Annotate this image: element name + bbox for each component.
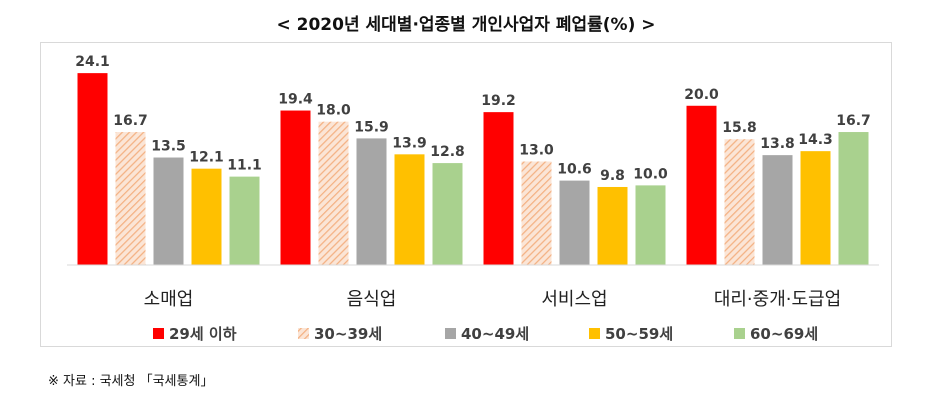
bar — [229, 176, 260, 265]
legend: 29세 이하 30~39세 40~49세 50~59세 60~69세 — [153, 325, 818, 343]
bar-value-label: 15.8 — [722, 120, 757, 136]
legend-swatch — [589, 328, 600, 339]
category-label: 음식업 — [347, 289, 397, 310]
bar — [318, 121, 349, 265]
bar-value-label: 14.3 — [798, 132, 833, 148]
bar-value-label: 24.1 — [75, 54, 110, 70]
bar-value-label: 19.2 — [481, 93, 516, 109]
bar — [280, 110, 311, 266]
bar — [521, 161, 552, 265]
bar — [686, 105, 717, 265]
bar-chart: 24.116.713.512.1 11.119.418.015.913.912.8… — [67, 54, 879, 343]
category-labels-group: 소매업 음식업 서비스업 대리·중개·도급업 — [144, 289, 842, 310]
bar — [597, 186, 628, 265]
bar — [356, 138, 387, 265]
bar — [191, 168, 222, 265]
legend-label: 40~49세 — [461, 325, 529, 343]
bar — [115, 132, 146, 265]
bar-value-label: 9.8 — [600, 168, 625, 184]
bar — [838, 132, 869, 265]
chart-area: 24.1 16.7 13.5 12.1 11.1 19.4 18.0 15.9 13.9 12.8… — [40, 42, 892, 347]
bar-value-label: 11.1 — [227, 158, 262, 174]
category-label: 대리·중개·도급업 — [714, 289, 841, 310]
value-labels-group: 24.116.713.512.1 11.119.418.015.913.912.8… — [75, 54, 871, 184]
bar-value-label: 13.8 — [760, 136, 795, 152]
bar — [394, 154, 425, 265]
chart-title: < 2020년 세대별·업종별 개인사업자 폐업률(%) > — [276, 15, 656, 35]
bar-value-label: 13.5 — [151, 139, 186, 155]
bar-value-label: 19.4 — [278, 92, 313, 108]
bar — [153, 157, 184, 265]
legend-swatch — [734, 328, 745, 339]
bar — [77, 73, 108, 265]
bar — [559, 180, 590, 265]
bar-value-label: 12.1 — [189, 150, 224, 166]
bar-value-label: 20.0 — [684, 87, 719, 103]
bar-value-label: 13.9 — [392, 135, 427, 151]
source-note: ※ 자료 : 국세청 「국세통계」 — [48, 374, 214, 389]
bars-group — [77, 73, 869, 266]
legend-label: 29세 이하 — [169, 325, 237, 343]
legend-swatch — [298, 328, 309, 339]
bar — [800, 151, 831, 265]
bar — [483, 112, 514, 265]
legend-swatch — [153, 328, 164, 339]
bar — [724, 139, 755, 265]
legend-label: 30~39세 — [314, 325, 382, 343]
category-label: 서비스업 — [541, 289, 607, 310]
bar-value-label: 16.7 — [836, 113, 871, 129]
bar-value-label: 12.8 — [430, 144, 465, 160]
bar — [762, 155, 793, 265]
bar-value-label: 10.6 — [557, 162, 592, 178]
legend-swatch — [445, 328, 456, 339]
bar-value-label: 13.0 — [519, 143, 554, 159]
legend-label: 50~59세 — [605, 325, 673, 343]
bar — [635, 185, 666, 265]
category-label: 소매업 — [144, 289, 194, 310]
bar-value-label: 18.0 — [316, 103, 351, 119]
bar-value-label: 10.0 — [633, 166, 668, 182]
bar-value-label: 16.7 — [113, 113, 148, 129]
bar — [432, 163, 463, 265]
bar-value-label: 15.9 — [354, 119, 389, 135]
legend-label: 60~69세 — [750, 325, 818, 343]
